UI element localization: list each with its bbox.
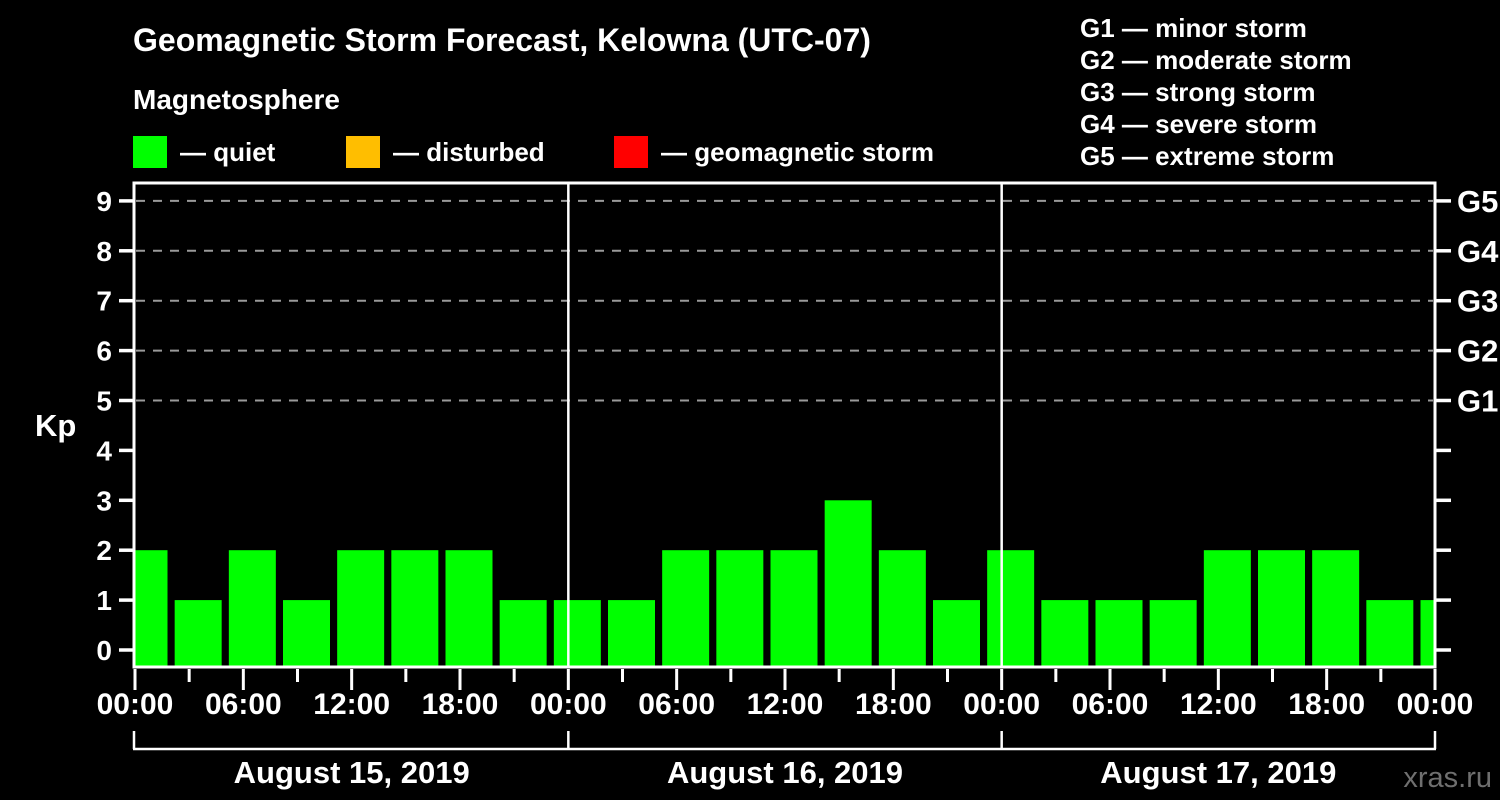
watermark: xras.ru: [1403, 762, 1492, 794]
y-tick-label-8: 8: [96, 236, 112, 267]
g-axis-label-g3: G3: [1457, 284, 1498, 319]
g4-legend-line: G4 — severe storm: [1080, 109, 1318, 139]
y-tick-label-7: 7: [96, 286, 112, 317]
g-axis-label-g2: G2: [1457, 334, 1498, 369]
g-axis-label-g4: G4: [1457, 234, 1499, 269]
g-axis-label-g1: G1: [1457, 384, 1498, 419]
legend-item-quiet: — quiet: [133, 134, 275, 170]
kp-bar-h24: [553, 600, 601, 667]
magnetosphere-label: Magnetosphere: [133, 84, 340, 115]
g5-legend-line: G5 — extreme storm: [1080, 141, 1335, 171]
kp-bar-h60: [1203, 550, 1251, 667]
kp-bar-h72: [1420, 600, 1435, 667]
kp-bar-h27: [608, 600, 655, 667]
x-tick-label-0: 00:00: [97, 688, 174, 721]
x-tick-label-8: 00:00: [963, 688, 1040, 721]
y-tick-label-6: 6: [96, 336, 112, 367]
plot-border: [132, 181, 1437, 669]
x-tick-label-1: 06:00: [205, 688, 282, 721]
kp-bar-h42: [878, 550, 926, 667]
quiet-label: — quiet: [180, 136, 276, 167]
kp-bar-h63: [1258, 550, 1305, 667]
g2-legend-line: G2 — moderate storm: [1080, 45, 1352, 75]
kp-bar-h9: [283, 600, 330, 667]
y-tick-label-4: 4: [96, 435, 112, 466]
storm-label: — geomagnetic storm: [661, 136, 935, 167]
date-label-0: August 15, 2019: [234, 755, 470, 790]
kp-bar-h33: [716, 550, 764, 667]
x-tick-label-10: 12:00: [1180, 688, 1257, 721]
y-tick-label-2: 2: [96, 535, 112, 566]
kp-bar-h36: [770, 550, 818, 667]
date-label-1: August 16, 2019: [667, 755, 903, 790]
y-tick-label-1: 1: [96, 585, 112, 616]
g3-legend-line: G3 — strong storm: [1080, 77, 1316, 107]
x-tick-label-3: 18:00: [422, 688, 499, 721]
kp-bar-h57: [1149, 600, 1197, 667]
kp-bar-h51: [1041, 600, 1089, 667]
legend-item-storm: — geomagnetic storm: [614, 134, 934, 170]
x-tick-label-5: 06:00: [638, 688, 715, 721]
legend-item-disturbed: — disturbed: [346, 134, 545, 170]
disturbed-color-swatch: [346, 136, 380, 168]
date-label-2: August 17, 2019: [1100, 755, 1336, 790]
x-tick-label-11: 18:00: [1288, 688, 1365, 721]
g-axis-label-g5: G5: [1457, 184, 1498, 219]
chart-title: Geomagnetic Storm Forecast, Kelowna (UTC…: [133, 22, 871, 58]
kp-bar-h15: [391, 550, 439, 667]
y-tick-label-9: 9: [96, 186, 112, 217]
x-tick-label-7: 18:00: [855, 688, 932, 721]
g1-legend-line: G1 — minor storm: [1080, 13, 1307, 43]
storm-color-swatch: [614, 136, 648, 168]
g-scale-legend: G1 — minor storm G2 — moderate storm G3 …: [1080, 12, 1352, 172]
kp-bar-h3: [174, 600, 222, 667]
kp-bar-h6: [228, 550, 276, 667]
kp-bar-h12: [337, 550, 385, 667]
kp-bar-h18: [445, 550, 493, 667]
kp-bar-h54: [1095, 600, 1143, 667]
disturbed-label: — disturbed: [393, 136, 545, 167]
kp-bar-h21: [499, 600, 547, 667]
x-tick-label-9: 06:00: [1072, 688, 1149, 721]
kp-bar-h0: [134, 550, 168, 667]
x-tick-label-4: 00:00: [530, 688, 607, 721]
kp-bar-h45: [933, 600, 980, 667]
kp-bar-h48: [987, 550, 1035, 667]
x-tick-label-2: 12:00: [313, 688, 390, 721]
kp-bars: [134, 500, 1435, 667]
x-tick-label-6: 12:00: [747, 688, 824, 721]
kp-bar-h69: [1366, 600, 1414, 667]
y-tick-label-5: 5: [96, 386, 112, 417]
kp-bar-h66: [1312, 550, 1360, 667]
kp-bar-h30: [662, 550, 710, 667]
y-tick-label-0: 0: [96, 635, 112, 666]
y-tick-label-3: 3: [96, 485, 112, 516]
quiet-color-swatch: [133, 136, 167, 168]
kp-bar-h39: [824, 500, 872, 667]
x-tick-label-12: 00:00: [1397, 688, 1474, 721]
kp-axis-label: Kp: [35, 408, 76, 443]
